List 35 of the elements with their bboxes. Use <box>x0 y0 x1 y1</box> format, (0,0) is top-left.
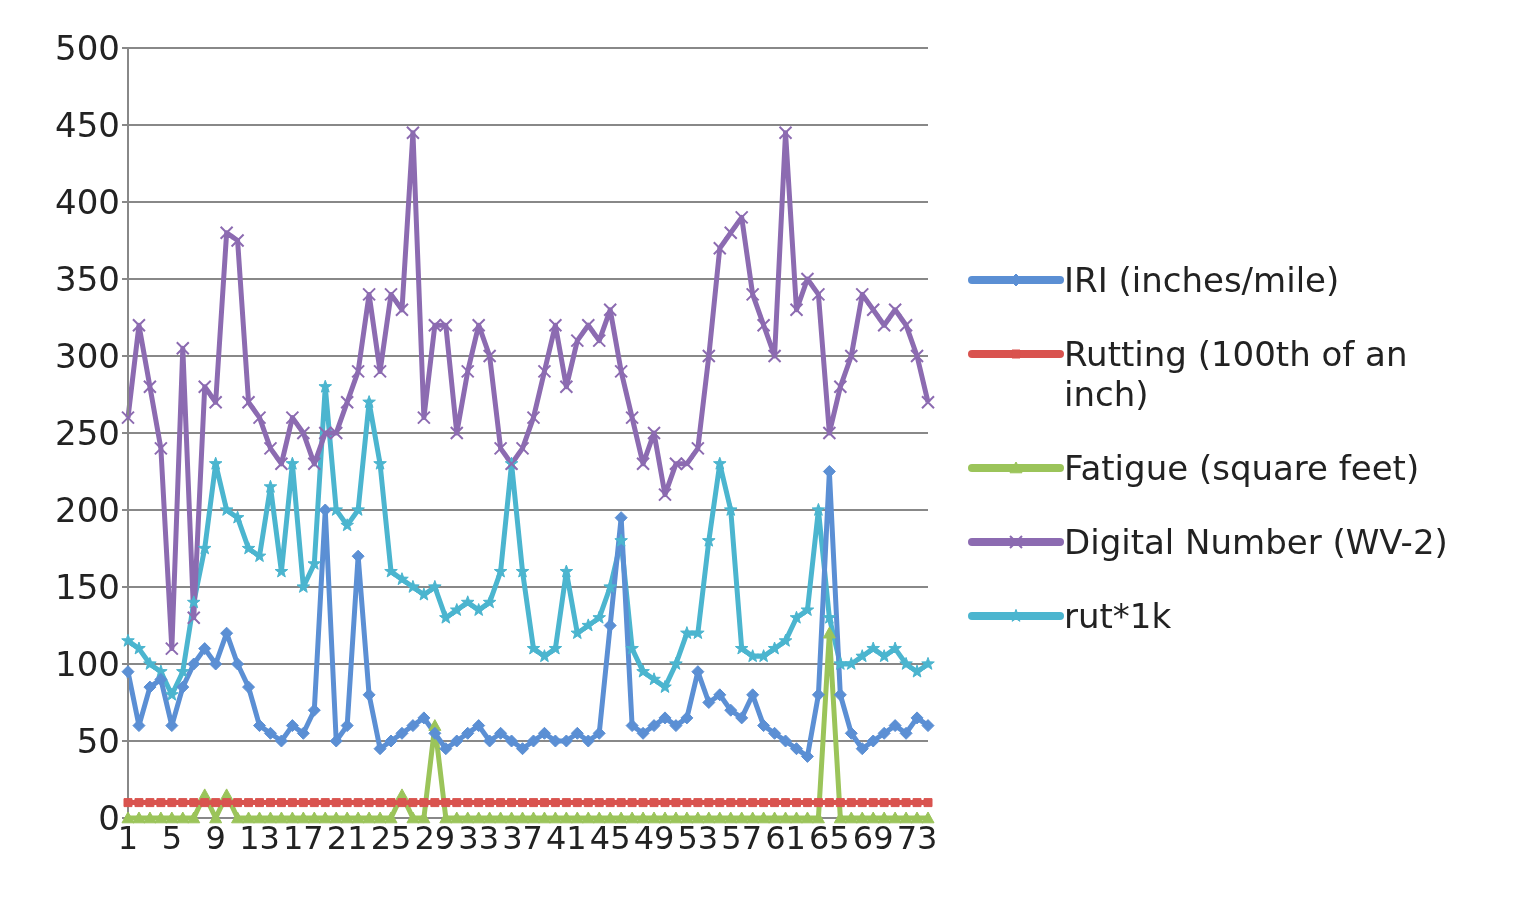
y-tick-label: 400 <box>55 182 120 223</box>
x-tick-label: 61 <box>765 818 806 857</box>
x-tick-label: 13 <box>239 818 280 857</box>
x-tick-label: 5 <box>161 818 183 857</box>
y-tick-label: 100 <box>55 644 120 685</box>
legend-label: Rutting (100th of an inch) <box>1064 334 1409 414</box>
x-tick-label: 57 <box>721 818 763 857</box>
y-tick-label: 200 <box>55 490 120 531</box>
y-tick-label: 250 <box>55 413 120 454</box>
x-tick-label: 25 <box>370 818 412 857</box>
x-tick-label: 49 <box>633 818 675 857</box>
x-tick-label: 45 <box>589 818 631 857</box>
y-tick-label: 500 <box>55 28 120 69</box>
legend-label: IRI (inches/mile) <box>1064 260 1340 300</box>
x-tick-label: 1 <box>117 818 139 857</box>
x-tick-label: 53 <box>677 818 719 857</box>
x-tick-label: 29 <box>414 818 456 857</box>
legend-label: Fatigue (square feet) <box>1064 448 1420 488</box>
x-tick-label: 33 <box>458 818 500 857</box>
x-tick-label: 37 <box>502 818 543 857</box>
x-tick-label: 73 <box>896 818 938 857</box>
y-tick-label: 450 <box>55 105 120 146</box>
y-tick-label: 0 <box>98 798 120 839</box>
x-tick-label: 21 <box>326 818 368 857</box>
x-tick-label: 17 <box>282 818 324 857</box>
y-tick-label: 300 <box>55 336 120 377</box>
x-tick-label: 69 <box>852 818 894 857</box>
y-tick-label: 50 <box>76 721 120 762</box>
x-tick-label: 9 <box>205 818 226 857</box>
x-tick-label: 41 <box>546 818 587 857</box>
legend-label: rut*1k <box>1064 596 1172 636</box>
y-tick-label: 350 <box>55 259 120 300</box>
y-tick-label: 150 <box>55 567 120 608</box>
x-tick-label: 65 <box>809 818 850 857</box>
legend-label: Digital Number (WV-2) <box>1064 522 1448 562</box>
